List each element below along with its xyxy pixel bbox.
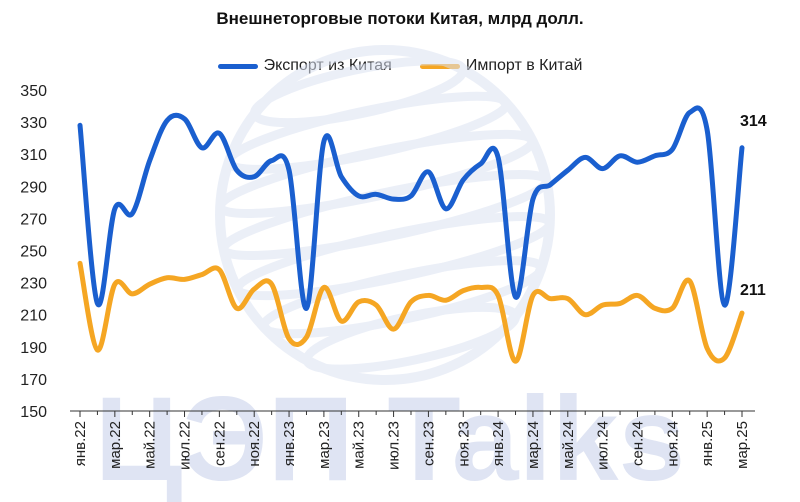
chart-labels: 314 211: [740, 113, 767, 299]
legend-item-import: Импорт в Китай: [419, 57, 583, 75]
x-tick-label: ноя.22: [246, 421, 263, 467]
series-line-import: [77, 260, 745, 364]
x-tick-label: ноя.24: [664, 421, 681, 467]
chart-axes: 150 170 190 210 230 250 270 290 310 330 350 янв.22 м…: [20, 83, 755, 470]
y-tick-label: 210: [20, 308, 47, 325]
y-tick-label: 330: [20, 115, 47, 132]
x-tick-label: мар.24: [525, 421, 542, 469]
x-tick-label: май.24: [560, 421, 577, 469]
x-tick-label: янв.25: [699, 421, 716, 466]
chart-title: Внешнеторговые потоки Китая, млрд долл.: [216, 9, 584, 28]
x-tick-label: янв.24: [490, 421, 507, 466]
x-tick-label: май.22: [142, 421, 159, 469]
chart-series: [77, 105, 745, 364]
y-tick-label: 310: [20, 147, 47, 164]
legend-swatch-export: [217, 63, 258, 69]
y-tick-label: 250: [20, 244, 47, 261]
x-tick-label: янв.23: [281, 421, 298, 466]
y-tick-label: 170: [20, 372, 47, 389]
x-tick-label: май.23: [351, 421, 368, 469]
data-label-end: 211: [740, 282, 766, 299]
x-tick-label: июл.24: [595, 421, 612, 470]
x-tick-label: сен.22: [211, 421, 228, 466]
x-tick-label: июл.22: [177, 421, 194, 470]
data-label-end: 314: [740, 113, 767, 130]
watermark: ЦЭП Talks: [95, 45, 686, 502]
globe-logo-icon: [215, 45, 555, 385]
y-tick-label: 290: [20, 179, 47, 196]
x-tick-label: мар.25: [734, 421, 751, 469]
legend-swatch-import: [419, 63, 460, 69]
watermark-text: ЦЭП Talks: [95, 372, 686, 502]
y-tick-label: 150: [20, 404, 47, 421]
series-line-export: [77, 105, 745, 311]
y-tick-label: 190: [20, 340, 47, 357]
y-tick-label: 270: [20, 211, 47, 228]
x-tick-label: мар.22: [107, 421, 124, 469]
legend-label-import: Импорт в Китай: [465, 57, 583, 74]
y-tick-label: 350: [20, 83, 47, 100]
x-tick-label: мар.23: [316, 421, 333, 469]
x-tick-label: сен.24: [629, 421, 646, 466]
x-tick-label: ноя.23: [455, 421, 472, 467]
x-tick-label: июл.23: [386, 421, 403, 470]
x-tick-label: янв.22: [72, 421, 89, 466]
y-tick-label: 230: [20, 276, 47, 293]
x-tick-label: сен.23: [420, 421, 437, 466]
